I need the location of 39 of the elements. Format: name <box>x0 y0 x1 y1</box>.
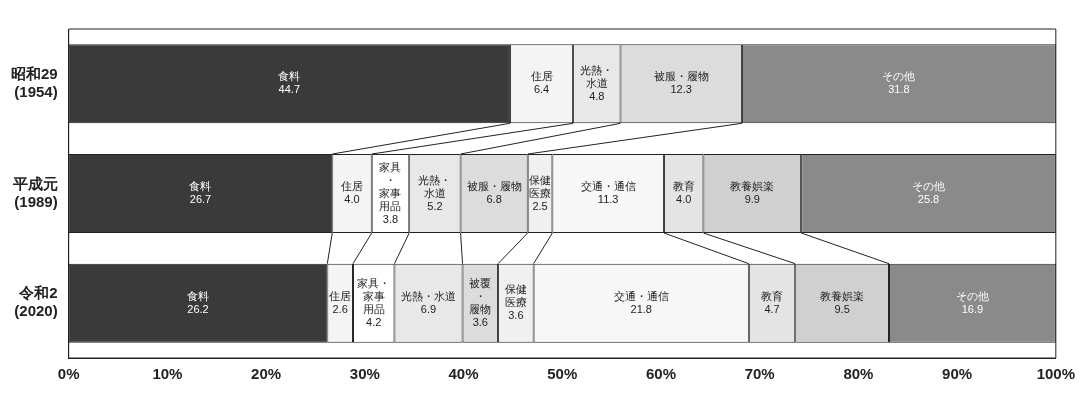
data-label: 光熱・水道 4.8 <box>580 63 614 102</box>
x-tick-label: 10% <box>152 365 183 383</box>
y-tick-label: 平成元 (1989) <box>11 174 58 210</box>
data-label: 食料 26.2 <box>187 289 209 315</box>
x-tick-label: 100% <box>1036 365 1076 383</box>
data-label: 交通・通信 21.8 <box>613 289 669 315</box>
data-label: 住居 2.6 <box>329 289 352 315</box>
x-tick-label: 80% <box>843 365 874 383</box>
x-tick-label: 20% <box>251 365 282 383</box>
data-label: 光熱・水道 6.9 <box>400 289 456 315</box>
data-label: その他 25.8 <box>911 180 945 206</box>
data-label: 被覆・履物 3.6 <box>469 276 492 328</box>
data-label: 住居 6.4 <box>530 70 553 96</box>
data-label: 交通・通信 11.3 <box>580 180 636 206</box>
data-label: 保健医療 2.5 <box>529 173 552 212</box>
data-label: 教養娯楽 9.9 <box>730 180 775 206</box>
data-label: その他 31.8 <box>882 70 916 96</box>
y-tick-label: 昭和29 (1954) <box>11 64 58 100</box>
data-label: 住居 4.0 <box>340 180 363 206</box>
x-tick-label: 50% <box>547 365 578 383</box>
x-tick-label: 40% <box>448 365 479 383</box>
data-label: 教養娯楽 9.5 <box>820 289 865 315</box>
data-label: 教育 4.0 <box>672 180 695 206</box>
data-label: 家具・家事用品 4.2 <box>357 276 391 328</box>
data-label: その他 16.9 <box>955 289 989 315</box>
data-label: 光熱・水道 5.2 <box>418 173 452 212</box>
x-tick-label: 30% <box>349 365 380 383</box>
data-label: 被服・履物 6.8 <box>466 180 522 206</box>
data-label: 食料 26.7 <box>189 180 212 206</box>
data-label: 教育 4.7 <box>761 289 784 315</box>
x-tick-label: 70% <box>744 365 775 383</box>
x-tick-label: 60% <box>645 365 676 383</box>
y-tick-label: 令和2 (2020) <box>14 284 58 320</box>
data-label: 保健医療 3.6 <box>504 283 527 322</box>
data-label: 家具・家事用品 3.8 <box>379 160 402 225</box>
x-tick-label: 0% <box>57 365 80 383</box>
x-tick-label: 90% <box>942 365 973 383</box>
data-label: 食料 44.7 <box>278 70 301 96</box>
data-label: 被服・履物 12.3 <box>653 70 709 96</box>
